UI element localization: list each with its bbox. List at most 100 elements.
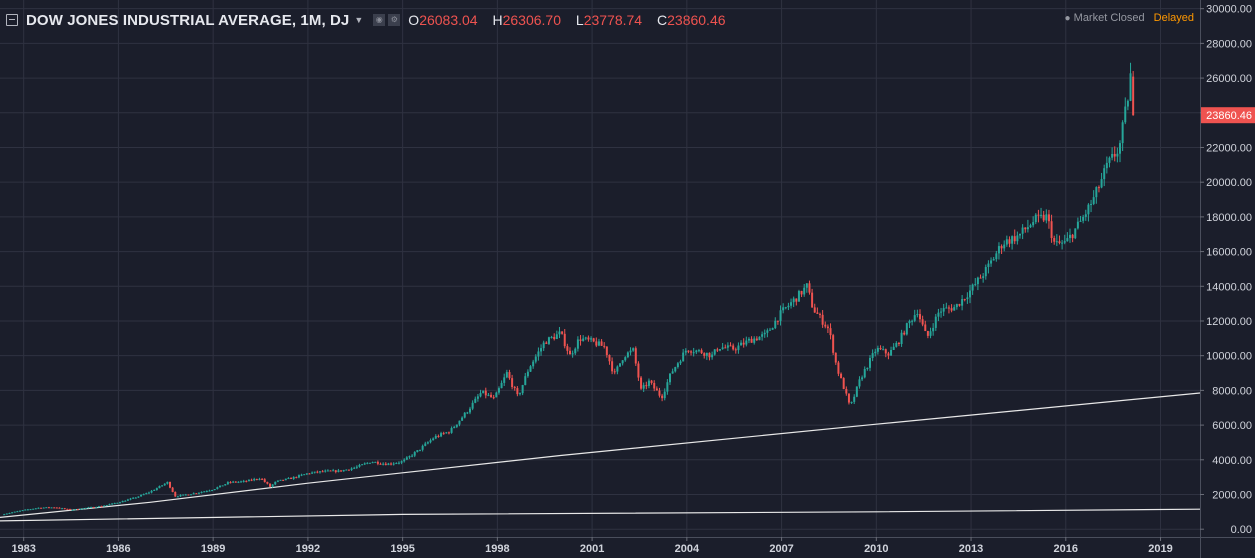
candle-body [942,308,945,312]
candle-body [334,470,337,473]
candle-body [629,350,632,353]
candle-body [576,339,579,349]
candle-body [316,471,319,473]
candle-body [587,337,590,340]
y-tick-label: 6000.00 [1212,420,1252,432]
candle-body [974,284,977,286]
candle-body [97,506,100,508]
candle-body [297,475,300,478]
candle-body [647,380,650,386]
candle-body [269,483,271,487]
y-tick-label: 0.00 [1231,524,1252,536]
candle-body [769,329,771,331]
candle-body [871,353,874,358]
candle-body [955,304,958,308]
candle-body [63,508,66,510]
chevron-down-icon[interactable]: ▼ [354,15,364,25]
candle-body [600,341,603,346]
candle-body [619,363,621,367]
trend-line[interactable] [0,508,1201,522]
candle-body [397,462,400,464]
x-tick-label: 1983 [11,543,35,555]
candle-body [445,432,448,434]
candle-body [626,352,629,358]
trend-line[interactable] [0,392,1201,518]
candle-body [47,507,50,509]
candle-body [547,337,550,344]
candle-body [311,472,314,474]
candle-body [171,487,174,492]
candle-body [482,390,485,394]
candle-body [190,494,193,496]
candle-body [287,478,290,480]
candle-body [274,481,277,485]
candle-body [437,435,440,437]
candle-body [358,464,361,467]
candle-body [1103,168,1106,180]
candle-body [290,478,293,480]
candle-body [242,480,245,482]
candle-body [45,507,48,509]
candle-body [579,339,582,341]
y-tick-label: 14000.00 [1206,281,1252,293]
price-axis[interactable]: 0.00 2000.00 4000.00 6000.00 8000.00 10000.00… [1200,0,1252,558]
candle-body [263,479,266,482]
candle-body [753,338,756,343]
candle-body [169,481,171,488]
candle-body [1082,216,1085,221]
y-tick-label: 12000.00 [1206,316,1252,328]
candle-body [995,253,998,260]
candle-body [432,438,435,441]
candle-body [1132,76,1135,116]
x-tick-label: 2010 [864,543,888,555]
candle-body [1026,227,1029,230]
candle-body [132,497,135,499]
candle-body [474,398,477,403]
candle-body [826,326,829,329]
candle-body [350,468,353,470]
candle-body [69,509,71,511]
candle-body [400,461,403,463]
time-axis[interactable]: 1983 1986 1989 1992 1995 1998 2001 2004 2007 2010… [0,537,1255,555]
candle-body [511,378,514,388]
candle-body [982,276,985,279]
candle-body [37,507,40,509]
candle-body [924,324,927,332]
candle-body [1121,122,1124,144]
candle-body [755,338,758,341]
candle-body [734,349,737,351]
candle-body [345,469,348,471]
settings-icon[interactable]: ⚙ [388,14,401,26]
candle-body [763,332,766,335]
candle-body [661,395,664,399]
candle-body [747,338,750,341]
symbol-title[interactable]: DOW JONES INDUSTRIAL AVERAGE, 1M, DJ [26,11,350,29]
candle-body [913,315,916,321]
candle-body [13,511,16,513]
candle-body [461,417,464,421]
candle-body [116,502,119,504]
candle-body [108,504,111,506]
delayed-badge[interactable]: Delayed [1153,12,1194,24]
candle-body [179,495,182,497]
eye-icon[interactable]: ◉ [373,14,386,26]
hamburger-icon[interactable] [6,14,18,26]
candle-body [650,380,653,383]
y-tick-label: 2000.00 [1212,489,1252,501]
candle-body [1034,214,1037,223]
y-tick-label: 8000.00 [1212,385,1252,397]
candle-body [313,471,316,473]
candle-body [161,485,164,487]
ohlc-values: O26083.04 H26306.70 L23778.74 C23860.46 [408,12,736,28]
candle-body [21,510,24,512]
candle-body [782,307,785,311]
candle-body [340,470,343,472]
candle-body [934,316,937,328]
candle-body [203,491,206,493]
x-tick-label: 2007 [769,543,793,555]
candle-body [608,354,611,362]
candle-body [766,330,769,333]
candle-body [692,352,695,354]
candle-body [563,333,566,347]
